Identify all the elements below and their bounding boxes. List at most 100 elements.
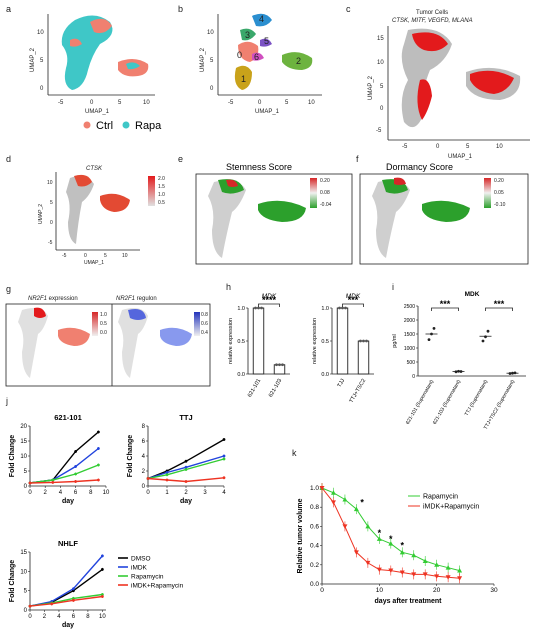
panel-d-letter: d: [6, 154, 11, 164]
data-point: [341, 306, 344, 310]
data-point: [184, 459, 188, 463]
data-point: [74, 450, 77, 453]
data-point: [74, 480, 77, 483]
svg-text:3: 3: [245, 30, 250, 40]
data-point: [422, 572, 428, 577]
x-axis-label: day: [62, 622, 74, 629]
series-line: [147, 438, 225, 480]
data-point: [97, 463, 100, 467]
panel-c: c Tumor Cells CTSK, MITF, VEGFD, MLANA -…: [346, 4, 530, 160]
panel-c-title: Tumor Cells: [416, 10, 448, 16]
y-tick-label: 0: [142, 484, 146, 490]
data-point: [330, 490, 336, 495]
svg-text:5: 5: [264, 36, 269, 46]
category-label: TTJ+TSC2: [349, 378, 368, 404]
colorbar-f: [484, 178, 491, 208]
panel-a-letter: a: [6, 4, 11, 14]
data-point: [100, 568, 104, 571]
svg-text:-50510: -50510: [228, 100, 315, 106]
y-tick-label: 0: [24, 484, 28, 490]
y-tick-label: 1.0: [321, 306, 329, 312]
data-point: [97, 430, 100, 434]
panel-b: b 0 1 2 3 4 5 6 -5 0 5 10 0510 UMAP_1 UMAP_…: [178, 4, 322, 115]
y-tick-label: 15: [20, 439, 27, 445]
y-tick-label: 1000: [404, 346, 415, 352]
x-tick-label: 10: [103, 490, 110, 496]
x-tick-label: 6: [74, 490, 78, 496]
data-point: [72, 597, 75, 600]
svg-text:UMAP_2: UMAP_2: [200, 47, 206, 72]
data-point: [260, 306, 263, 310]
umap-a-cells: [61, 15, 149, 91]
panel-c-subtitle: CTSK, MITF, VEGFD, MLANA: [392, 18, 473, 24]
y-tick-label: 1.0: [310, 485, 319, 492]
svg-text:UMAP_1: UMAP_1: [84, 260, 104, 266]
panel-a-ylabel: UMAP_2: [30, 47, 36, 72]
category-label: 621-103 (Supernatant): [432, 379, 463, 426]
chart-h-left: 0.0 0.5 1.0 MDK relative expression 621-101 62…: [228, 293, 290, 398]
series-line: [29, 464, 99, 484]
legend-label: iMDK+Rapamycin: [423, 504, 479, 511]
y-tick-label: 0: [412, 374, 415, 380]
data-point: [427, 338, 431, 341]
y-tick-label: 1.0: [237, 306, 245, 312]
data-point: [72, 589, 75, 593]
data-point: [365, 339, 368, 343]
svg-text:UMAP_2: UMAP_2: [38, 204, 44, 224]
series-line: [29, 595, 103, 607]
chart-title: TTJ: [179, 413, 192, 422]
x-tick-label: 2: [43, 614, 47, 620]
y-tick-label: 6: [142, 439, 146, 445]
series-line: [147, 458, 225, 480]
data-point: [28, 604, 32, 608]
panel-e-title: Stemness Score: [226, 162, 292, 172]
data-point: [376, 567, 382, 573]
x-tick-label: 4: [59, 490, 63, 496]
svg-text:4: 4: [259, 14, 264, 24]
data-point: [434, 562, 440, 567]
panel-g-title-1: NR2F1 expression: [28, 296, 78, 302]
x-tick-label: 4: [57, 614, 61, 620]
y-tick-label: 2: [142, 469, 146, 475]
data-point: [388, 541, 394, 546]
y-tick-label: 2000: [404, 318, 415, 324]
significance-label: ***: [348, 295, 359, 305]
data-point: [257, 306, 260, 310]
y-tick-label: 0.0: [321, 372, 329, 378]
data-point: [184, 468, 188, 471]
x-tick-label: 3: [203, 490, 207, 496]
panel-a-x-ticks: -5 0 5 10: [58, 100, 150, 106]
x-axis-label: days after treatment: [375, 598, 443, 605]
x-tick-label: 6: [72, 614, 76, 620]
y-tick-label: 1500: [404, 332, 415, 338]
x-tick-label: 2: [184, 490, 188, 496]
y-tick-label: 0.2: [310, 562, 319, 569]
chart-k: 0.0 0.2 0.4 0.6 0.8 1.0 0 10 20 30 days after trea…: [297, 483, 498, 605]
data-point: [342, 524, 348, 529]
panel-a: a -5 0 5 10 0510 UMAP_1 UMAP_2: [6, 4, 155, 115]
series-line: [29, 555, 103, 607]
significance-label: ***: [494, 299, 505, 309]
svg-text:6: 6: [254, 52, 259, 62]
data-point: [275, 363, 278, 367]
svg-text:UMAP_2: UMAP_2: [368, 75, 374, 100]
significance-bracket: [342, 303, 364, 307]
svg-text:0.80.60.4: 0.8 0.6 0.4: [201, 312, 208, 336]
chart-title: NHLF: [58, 539, 78, 548]
colorbar-e: [310, 178, 317, 208]
y-axis-label: Fold Change: [9, 435, 16, 477]
legend-ctrl-rapa: Ctrl Rapa: [83, 120, 162, 132]
y-tick-label: 8: [142, 424, 146, 430]
data-point: [342, 497, 348, 502]
data-point: [457, 568, 463, 573]
legend-label: DMSO: [131, 556, 151, 563]
legend-label: iMDK+Rapamycin: [131, 583, 184, 590]
significance-label: *: [378, 528, 382, 538]
data-point: [222, 454, 226, 458]
x-tick-label: 20: [433, 587, 441, 594]
y-tick-label: 500: [407, 360, 416, 366]
data-point: [445, 575, 451, 580]
data-point: [353, 506, 359, 512]
data-point: [184, 465, 188, 469]
